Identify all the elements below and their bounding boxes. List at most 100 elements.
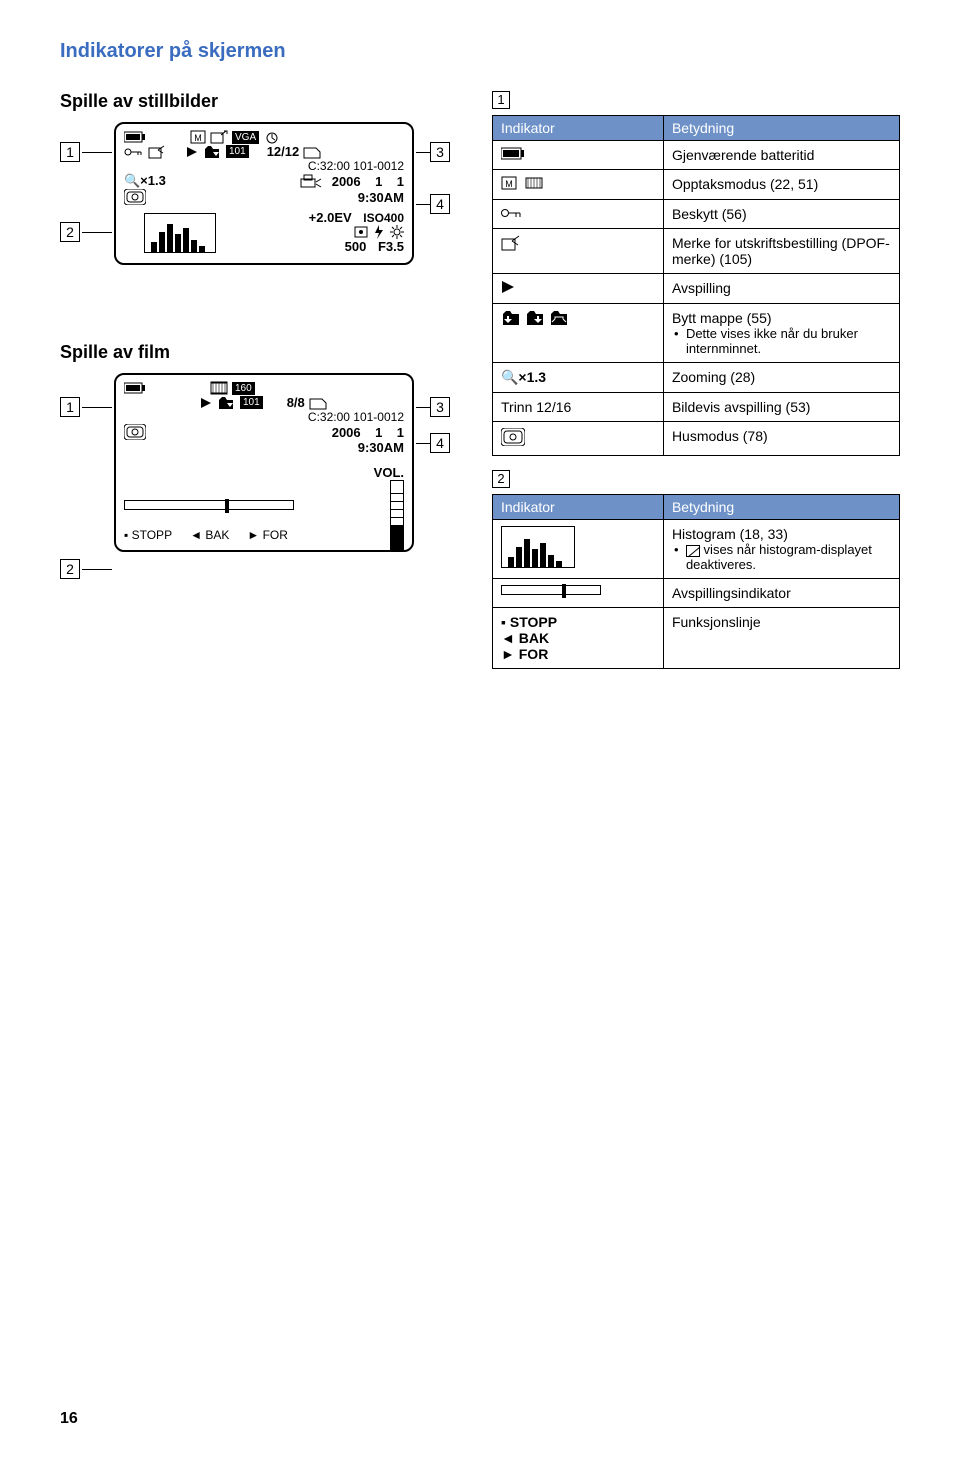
shutter: 500 (345, 239, 367, 254)
date: 2006 1 1 (332, 174, 404, 189)
husmodus-icon (124, 189, 146, 205)
t1-r8: Husmodus (78) (663, 422, 899, 456)
t1-r7: Bildevis avspilling (53) (663, 393, 899, 422)
right-column: 1 IndikatorBetydning Gjenværende batteri… (492, 91, 900, 683)
svg-text:M: M (505, 179, 513, 189)
back-btn-icon: ◄ (501, 630, 515, 646)
folder-badge: 101 (240, 396, 263, 409)
callout-1b: 1 (60, 397, 80, 417)
callout-3b: 3 (430, 397, 450, 417)
t1-r5: Bytt mappe (55) (672, 310, 772, 326)
folder-back-icon (216, 396, 236, 410)
callout-1: 1 (60, 142, 80, 162)
left-column: Spille av stillbilder 1 2 3 4 M VGA (60, 91, 468, 683)
film-heading: Spille av film (60, 342, 468, 363)
callout-2: 2 (60, 222, 80, 242)
for-label: ► FOR (501, 646, 655, 662)
wb-icon (390, 225, 404, 239)
t1-r6l: 1.3 (527, 369, 546, 385)
time: 9:30AM (358, 190, 404, 205)
t1-r3: Merke for utskriftsbestilling (DPOF-merk… (663, 229, 899, 274)
aperture: F3.5 (378, 239, 404, 254)
key-icon (124, 147, 144, 157)
folder-back-icon (202, 145, 222, 159)
back-btn-icon: ◄ (190, 528, 202, 542)
diag-code: C:32:00 101-0012 (308, 410, 404, 424)
table2-box: 2 (492, 470, 510, 488)
pictbridge-icon (300, 174, 322, 188)
t2-r0: Histogram (18, 33) (672, 526, 788, 542)
t2-r0b: vises når histogram-displayet deaktivere… (672, 542, 891, 572)
page-number: 16 (60, 1410, 78, 1428)
meter-icon (354, 226, 368, 238)
film-lcd: 160 101 8/8 C:32:00 101-0012 2006 1 1 (114, 373, 414, 552)
t1-r2: Beskytt (56) (663, 200, 899, 229)
dpof-icon (148, 145, 166, 159)
play-icon (186, 146, 198, 158)
fwd-btn-icon: ► (247, 528, 259, 542)
table-2: IndikatorBetydning Histogram (18, 33) vi… (492, 494, 900, 669)
play-icon (200, 397, 212, 409)
t2-head-l: Indikator (493, 495, 664, 520)
stop-btn-icon: ▪ (501, 614, 506, 630)
callout-4b: 4 (430, 433, 450, 453)
histogram-off-icon (686, 545, 700, 557)
histogram-graphic (144, 213, 216, 253)
t1-r5b: Dette vises ikke når du bruker internmin… (672, 326, 891, 356)
t1-r7l: Trinn 12/16 (493, 393, 664, 422)
film-icon (525, 176, 543, 190)
frame-count: 12/12 (267, 144, 300, 159)
time: 9:30AM (358, 440, 404, 455)
memstick-m-icon: M (190, 130, 206, 144)
t1-head-r: Betydning (663, 116, 899, 141)
t2-r2: Funksjonslinje (663, 608, 899, 669)
callout-2b: 2 (60, 559, 80, 579)
iso: ISO400 (363, 211, 404, 225)
zoom-icon: 🔍× (501, 369, 527, 385)
folder-nav-icon (501, 310, 521, 326)
t1-r4: Avspilling (663, 274, 899, 304)
folder-nav-icon (549, 310, 569, 326)
func-line: ▪ STOPP ◄ BAK ► FOR (124, 528, 404, 542)
table-1: IndikatorBetydning Gjenværende batteriti… (492, 115, 900, 456)
dpof-icon (501, 235, 521, 251)
stopp-label: ▪ STOPP (501, 614, 655, 630)
memstick-icon (303, 145, 321, 159)
stop-btn-icon: ▪ (124, 528, 128, 542)
volume-bar (390, 480, 404, 550)
zoom-label: 🔍×1.3 (124, 173, 166, 189)
t1-head-l: Indikator (493, 116, 664, 141)
battery-icon (501, 147, 525, 160)
play-icon (501, 280, 515, 294)
husmodus-icon (501, 428, 525, 446)
key-icon (501, 208, 523, 219)
frame-count: 8/8 (287, 395, 305, 410)
vga-badge: VGA (232, 131, 259, 144)
battery-icon (124, 131, 146, 143)
page-title: Indikatorer på skjermen (60, 40, 900, 63)
histogram-icon (501, 526, 575, 568)
film-icon (210, 381, 228, 395)
t2-r1: Avspillingsindikator (663, 579, 899, 608)
flash-icon (374, 225, 384, 239)
t1-r0: Gjenværende batteritid (663, 141, 899, 170)
fwd-btn-icon: ► (501, 646, 515, 662)
svg-text:M: M (194, 133, 202, 143)
progress-bar-icon (501, 585, 601, 595)
battery-icon (124, 382, 146, 394)
callout-4: 4 (430, 194, 450, 214)
t1-r6: Zooming (28) (663, 363, 899, 393)
callout-3: 3 (430, 142, 450, 162)
date: 2006 1 1 (332, 425, 404, 440)
husmodus-icon (124, 424, 146, 440)
still-lcd: M VGA 101 12/12 C:32:00 101-0012 (114, 122, 414, 265)
selftimer-icon (265, 130, 279, 144)
t2-head-r: Betydning (663, 495, 899, 520)
printmark-icon (210, 130, 228, 144)
t1-r1: Opptaksmodus (22, 51) (663, 170, 899, 200)
table1-box: 1 (492, 91, 510, 109)
film-diagram: 1 2 3 4 160 101 8/8 (60, 373, 468, 603)
diag-code: C:32:00 101-0012 (308, 159, 404, 173)
vol-label: VOL. (374, 465, 404, 480)
still-diagram: 1 2 3 4 M VGA (60, 122, 468, 312)
